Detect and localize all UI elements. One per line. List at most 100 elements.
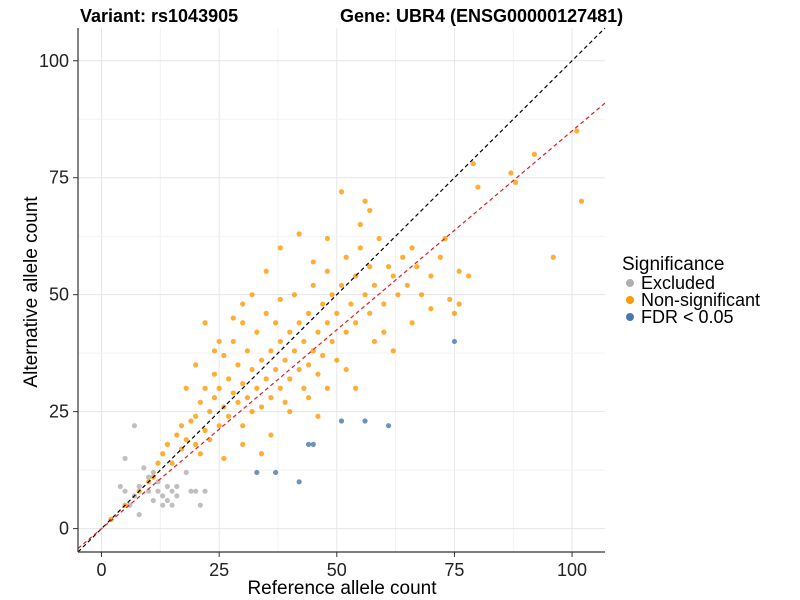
data-point-excluded [197,502,203,508]
data-point-non-significant [230,315,236,321]
data-point-excluded [202,488,208,494]
data-point-non-significant [395,292,401,298]
data-point-non-significant [574,128,580,134]
data-point-fdr-0-05 [254,469,260,476]
data-point-non-significant [230,390,236,396]
data-point-non-significant [301,385,307,391]
data-point-non-significant [390,273,396,279]
data-point-non-significant [367,207,373,214]
data-point-non-significant [221,352,227,359]
data-point-non-significant [240,423,246,429]
data-point-non-significant [470,161,476,167]
data-point-non-significant [414,264,420,270]
data-point-non-significant [381,329,387,335]
data-point-non-significant [362,292,368,298]
data-point-non-significant [277,296,283,302]
data-point-non-significant [315,413,321,419]
y-tick-label: 50 [49,285,69,305]
data-point-non-significant [287,409,293,415]
data-point-non-significant [305,310,312,316]
data-point-non-significant [338,189,345,195]
data-point-non-significant [385,264,392,270]
data-point-excluded [117,483,123,490]
data-point-non-significant [362,198,368,204]
data-point-fdr-0-05 [362,418,368,424]
data-point-non-significant [390,348,396,354]
data-point-non-significant [409,320,415,326]
data-point-non-significant [202,385,208,391]
data-point-non-significant [367,310,373,316]
data-point-non-significant [305,395,312,401]
data-point-non-significant [240,441,246,447]
y-axis-title: Alternative allele count [21,196,42,388]
legend-title: Significance [622,254,724,275]
data-point-non-significant [329,338,335,345]
data-point-non-significant [258,451,265,457]
data-point-non-significant [263,268,269,274]
data-point-fdr-0-05 [338,418,345,424]
x-tick-label: 0 [97,560,107,580]
data-point-non-significant [230,338,236,345]
data-point-non-significant [277,338,283,345]
data-point-excluded [145,474,152,480]
data-point-non-significant [216,338,222,345]
data-point-non-significant [197,451,203,457]
x-tick-label: 75 [444,560,464,580]
data-point-non-significant [428,273,434,279]
data-point-non-significant [381,301,387,307]
legend-swatch [626,296,634,304]
data-point-non-significant [512,179,519,185]
data-point-non-significant [268,348,274,354]
data-point-excluded [174,493,180,499]
data-point-fdr-0-05 [305,441,312,447]
data-point-non-significant [329,292,335,298]
data-point-non-significant [268,432,274,438]
data-point-non-significant [240,301,246,307]
data-point-non-significant [371,282,378,288]
data-point-non-significant [508,170,514,176]
chart-title-gene: Gene: UBR4 (ENSG00000127481) [340,6,623,26]
data-point-non-significant [320,352,326,359]
data-point-non-significant [301,338,307,345]
data-point-non-significant [193,413,199,419]
data-point-non-significant [456,301,462,307]
y-axis-ticks: 0 25 50 75 100 [39,51,78,539]
data-point-excluded [164,483,171,490]
x-tick-label: 100 [557,560,587,580]
data-point-non-significant [409,245,415,251]
data-point-non-significant [249,292,255,298]
data-point-non-significant [197,399,203,405]
data-point-non-significant [225,376,232,382]
legend-label: FDR < 0.05 [641,307,734,327]
data-point-non-significant [348,301,354,307]
data-point-excluded [141,465,147,471]
data-point-non-significant [437,254,443,260]
legend-swatch [626,279,634,287]
data-point-fdr-0-05 [385,423,392,429]
x-tick-label: 50 [327,560,347,580]
data-point-non-significant [400,254,406,260]
data-point-non-significant [155,460,161,466]
data-point-non-significant [211,371,218,377]
data-point-non-significant [334,357,340,363]
data-points [108,128,585,522]
data-point-excluded [160,502,166,508]
reference-line-fit [77,102,606,549]
data-point-non-significant [207,409,213,415]
data-point-non-significant [324,320,330,326]
data-point-excluded [174,483,180,490]
data-point-non-significant [287,329,293,335]
data-point-non-significant [263,376,269,382]
data-point-non-significant [258,357,265,363]
data-point-non-significant [353,385,359,391]
data-point-non-significant [324,385,330,391]
data-point-non-significant [211,348,218,354]
legend-label: Non-significant [641,290,760,310]
data-point-non-significant [334,310,340,316]
data-point-non-significant [296,366,302,373]
data-point-non-significant [273,366,279,373]
data-point-non-significant [174,432,180,438]
data-point-non-significant [531,151,538,157]
data-point-excluded [183,469,189,476]
data-point-non-significant [277,385,283,391]
